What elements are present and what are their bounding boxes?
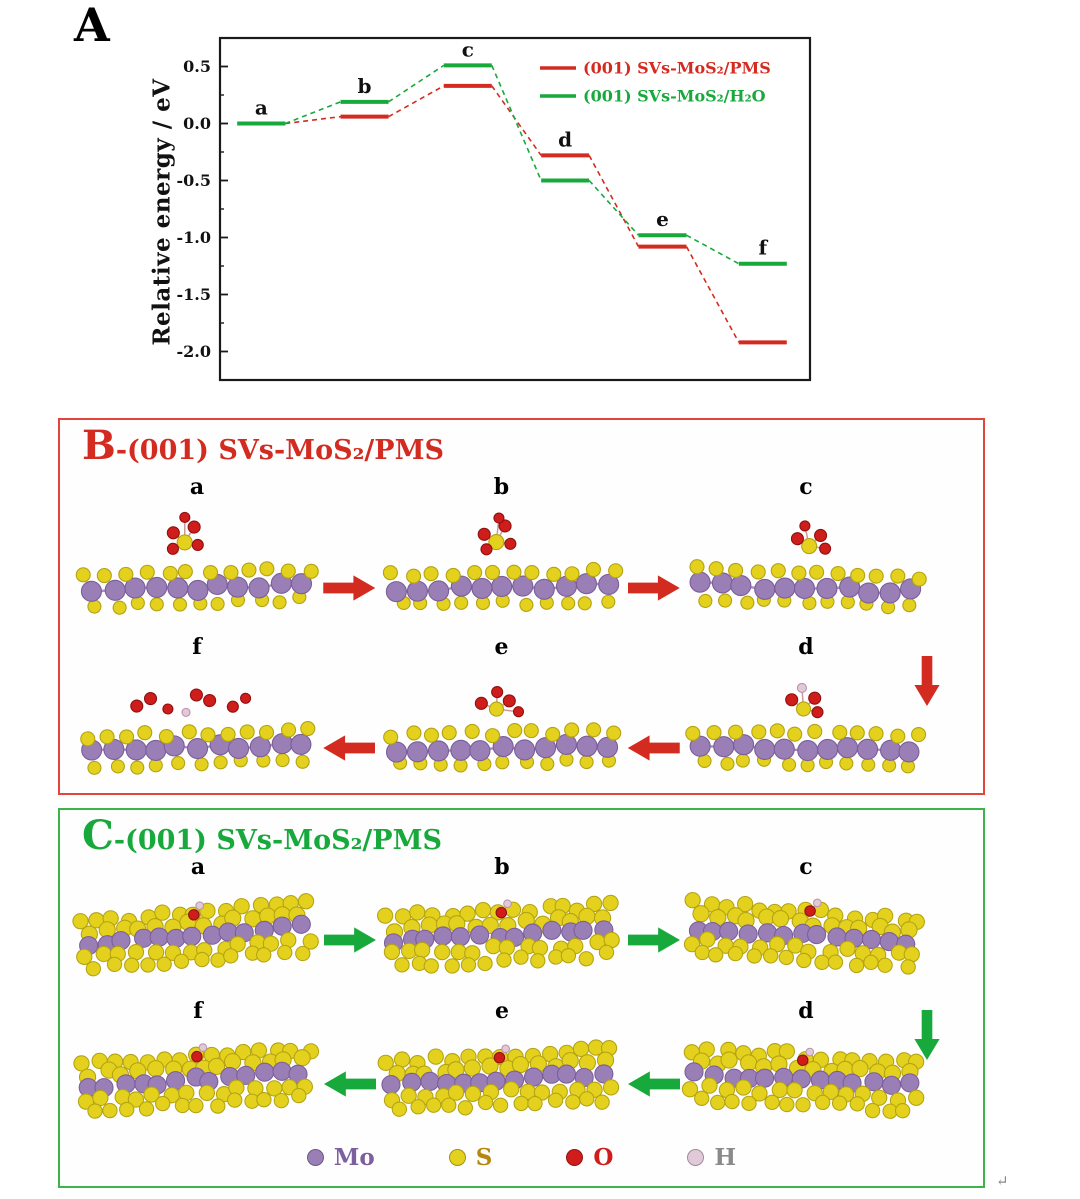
svg-text:f: f — [758, 236, 768, 260]
panel-c-letter: C — [82, 812, 114, 859]
structure-label-c: c — [799, 854, 813, 880]
legend-item-s: S — [448, 1144, 492, 1171]
structure-label-f: f — [192, 634, 202, 660]
mo-atom-icon — [306, 1149, 324, 1166]
panel-c-structure-f: f — [72, 998, 324, 1134]
panel-b-title-text: -(001) SVs-MoS₂/PMS — [115, 435, 444, 466]
molecule-image-c-b — [377, 894, 620, 974]
molecule-image-c-c — [683, 892, 925, 975]
reaction-arrow-left-icon — [628, 1071, 680, 1097]
panel-b-structure-f: f — [72, 634, 322, 790]
structure-label-a: a — [190, 854, 206, 880]
molecule-image-b-b — [382, 512, 623, 612]
return-mark: ↵ — [996, 1172, 1009, 1190]
panel-c-title: C-(001) SVs-MoS₂/PMS — [82, 812, 442, 859]
svg-text:c: c — [462, 37, 474, 61]
svg-text:d: d — [558, 127, 572, 151]
svg-text:-0.5: -0.5 — [177, 171, 211, 190]
molecule-image-b-c — [689, 520, 927, 615]
panel-c-structure-c: c — [680, 854, 932, 990]
panel-b-title: B-(001) SVs-MoS₂/PMS — [82, 422, 444, 469]
reaction-arrow-left-icon — [324, 1071, 376, 1097]
svg-text:-1.0: -1.0 — [177, 228, 211, 247]
atom-legend: Mo S O H — [60, 1144, 983, 1171]
panel-b-top-row: a b c — [72, 474, 931, 630]
structure-label-c: c — [799, 474, 813, 500]
molecule-image-c-e — [377, 1039, 620, 1117]
molecule-image-c-f — [73, 1042, 320, 1119]
panel-b-structure-d: d — [681, 634, 931, 790]
o-atom-icon — [566, 1149, 584, 1166]
structure-label-d: d — [798, 634, 814, 660]
panel-c-h2o-pathway: C-(001) SVs-MoS₂/PMS a b c f — [58, 808, 985, 1188]
panel-c-bottom-row: f e d — [72, 998, 931, 1134]
structure-label-a: a — [189, 474, 205, 500]
svg-text:a: a — [255, 96, 268, 120]
panel-b-structure-a: a — [72, 474, 322, 630]
structure-label-b: b — [493, 474, 510, 500]
panel-b-bottom-row: f e d — [72, 634, 931, 790]
panel-c-structure-b: b — [376, 854, 628, 990]
panel-b-letter: B — [82, 422, 116, 469]
legend-item-o: O — [566, 1144, 613, 1171]
svg-text:(001) SVs-MoS₂/PMS: (001) SVs-MoS₂/PMS — [583, 59, 771, 78]
panel-a-label: A — [74, 0, 110, 52]
panel-b-structure-e: e — [377, 634, 627, 790]
panel-a-energy-diagram: A Relative energy / eV 0.5 0.0 -0.5 -1.0 -1.… — [70, 0, 860, 408]
panel-c-top-row: a b c — [72, 854, 931, 990]
structure-label-b: b — [494, 854, 510, 880]
reaction-arrow-right-icon — [323, 575, 376, 601]
panel-c-title-text: -(001) SVs-MoS₂/PMS — [113, 825, 442, 856]
s-atom-icon — [448, 1149, 466, 1166]
panel-b-pms-pathway: B-(001) SVs-MoS₂/PMS a b c f — [58, 418, 985, 795]
svg-text:-1.5: -1.5 — [177, 285, 211, 304]
energy-profile-chart: 0.5 0.0 -0.5 -1.0 -1.5 -2.0 a b c d e f (001) SVs-Mo… — [177, 36, 812, 382]
structure-label-d: d — [798, 998, 814, 1024]
panel-c-structure-a: a — [72, 854, 324, 990]
svg-text:0.0: 0.0 — [183, 114, 211, 133]
legend-item-h: H — [687, 1144, 736, 1171]
svg-text:0.5: 0.5 — [183, 57, 211, 76]
svg-text:(001) SVs-MoS₂/H₂O: (001) SVs-MoS₂/H₂O — [583, 87, 766, 106]
molecule-image-b-d — [685, 682, 927, 774]
molecule-image-c-a — [72, 893, 319, 977]
molecule-image-b-f — [80, 688, 316, 775]
panel-c-structure-e: e — [376, 998, 628, 1134]
panel-c-structure-d: d — [680, 998, 932, 1134]
reaction-arrow-left-icon — [323, 735, 376, 761]
svg-text:-2.0: -2.0 — [177, 342, 211, 361]
panel-b-structure-b: b — [377, 474, 627, 630]
legend-item-mo: Mo — [306, 1144, 375, 1171]
molecule-image-b-a — [75, 511, 319, 615]
reaction-arrow-left-icon — [627, 735, 680, 761]
molecule-image-b-e — [382, 686, 621, 773]
panel-b-structure-c: c — [681, 474, 931, 630]
svg-text:b: b — [358, 74, 372, 98]
reaction-arrow-right-icon — [628, 927, 680, 953]
structure-label-e: e — [495, 998, 509, 1024]
svg-text:e: e — [656, 207, 669, 231]
reaction-arrow-right-icon — [627, 575, 680, 601]
structure-label-e: e — [494, 634, 509, 660]
structure-label-f: f — [193, 998, 203, 1024]
molecule-image-c-d — [681, 1041, 925, 1119]
reaction-arrow-right-icon — [324, 927, 376, 953]
h-atom-icon — [687, 1149, 705, 1166]
